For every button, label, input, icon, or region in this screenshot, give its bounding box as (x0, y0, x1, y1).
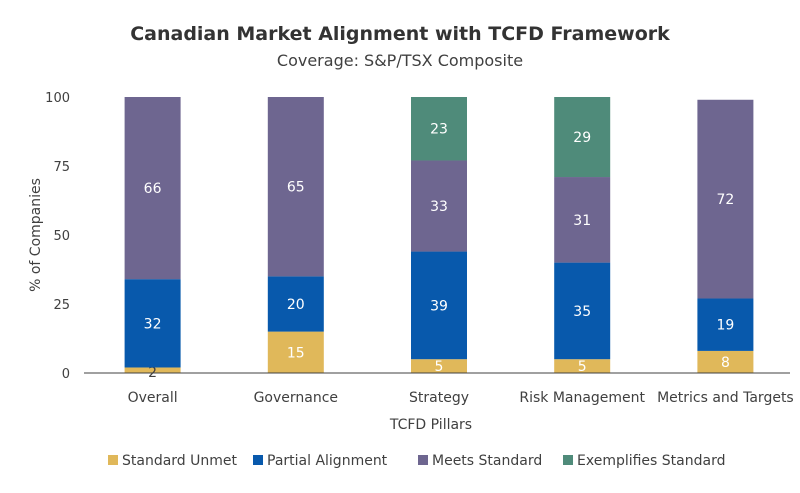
chart-title: Canadian Market Alignment with TCFD Fram… (130, 23, 670, 45)
data-label: 5 (578, 359, 587, 375)
y-axis-label: % of Companies (28, 178, 44, 292)
bar-segment (411, 251, 467, 360)
data-label: 15 (287, 345, 305, 361)
bar-segment (267, 97, 324, 277)
data-label: 32 (144, 316, 162, 332)
y-tick-label: 75 (53, 160, 70, 175)
y-tick-label: 50 (53, 229, 70, 244)
legend-label: Exemplifies Standard (577, 453, 725, 469)
legend-swatch (563, 455, 573, 465)
data-label: 72 (716, 192, 734, 208)
y-tick-label: 0 (62, 367, 70, 382)
bar-segment (267, 331, 324, 373)
data-label: 5 (435, 359, 444, 375)
x-tick-label: Metrics and Targets (657, 390, 794, 406)
bar-segment (697, 99, 754, 299)
data-label: 65 (287, 180, 305, 196)
legend-label: Meets Standard (432, 453, 542, 469)
legend-label: Partial Alignment (267, 453, 388, 469)
legend-swatch (108, 455, 118, 465)
data-label: 23 (430, 122, 448, 138)
y-tick-label: 25 (53, 298, 70, 313)
bar-segment (267, 276, 324, 332)
bar-segment (411, 160, 467, 252)
x-tick-label: Risk Management (519, 390, 645, 406)
data-label: 19 (716, 318, 734, 334)
data-label: 31 (573, 213, 591, 229)
data-label: 8 (721, 355, 730, 371)
legend-swatch (418, 455, 428, 465)
legend-label: Standard Unmet (122, 453, 238, 469)
bar-segment (124, 97, 181, 280)
y-tick-label: 100 (45, 91, 70, 106)
data-label: 33 (430, 199, 448, 215)
bar-segment (554, 177, 611, 263)
chart-subtitle: Coverage: S&P/TSX Composite (277, 51, 523, 70)
x-tick-label: Strategy (409, 390, 469, 406)
x-tick-label: Governance (254, 390, 338, 406)
data-label: 20 (287, 297, 305, 313)
bar-segment (411, 359, 467, 373)
data-label: 39 (430, 298, 448, 314)
bar-segment (124, 367, 181, 373)
bar-segment (697, 350, 754, 373)
legend-swatch (253, 455, 263, 465)
x-tick-label: Overall (128, 390, 178, 406)
bar-segment (554, 262, 611, 360)
bar-segment (411, 97, 467, 161)
data-label: 66 (144, 181, 162, 197)
bar-segment (554, 97, 611, 178)
bar-segment (124, 279, 181, 368)
bar-segment (554, 359, 611, 373)
data-label: 29 (573, 130, 591, 146)
data-label: 35 (573, 304, 591, 320)
x-axis-label: TCFD Pillars (389, 417, 472, 433)
bar-segment (697, 298, 754, 351)
